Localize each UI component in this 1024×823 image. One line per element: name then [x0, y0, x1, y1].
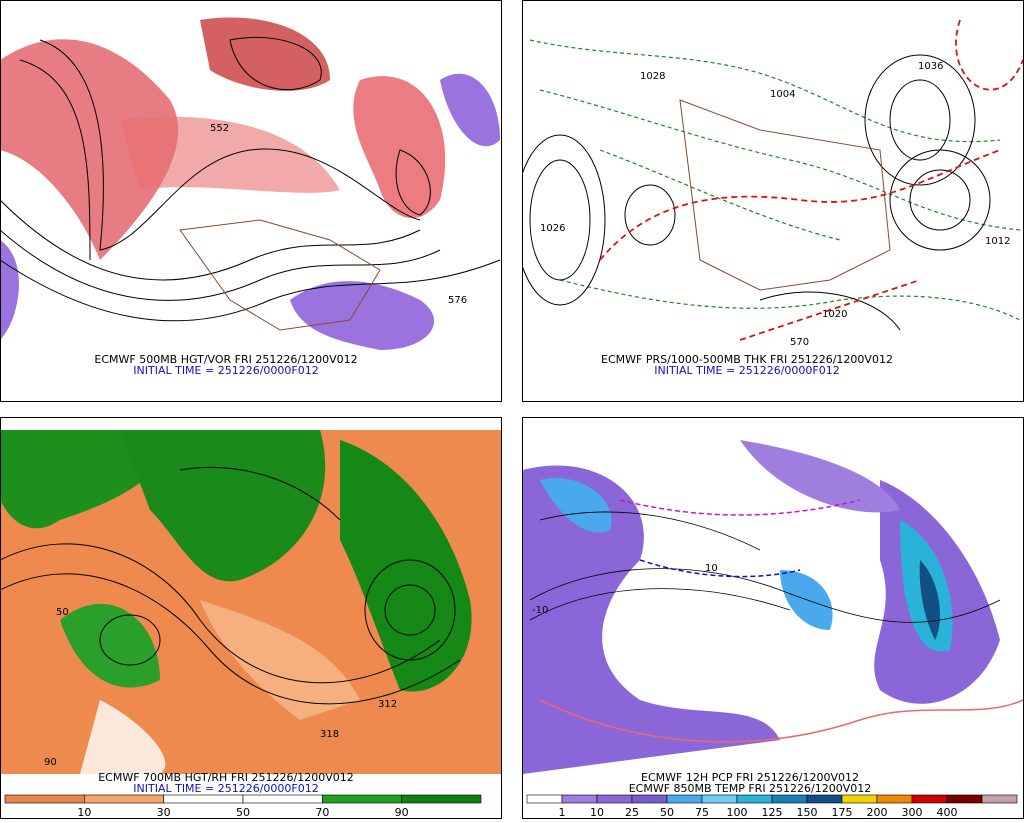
- panel-caption: ECMWF 850MB TEMP FRI 251226/1200V012: [629, 782, 872, 795]
- panel-caption: ECMWF 12H PCP FRI 251226/1200V012: [641, 771, 859, 784]
- contour-label: -10: [532, 605, 548, 616]
- colorbar-segment: [561, 794, 598, 804]
- colorbar-label: 300: [902, 806, 923, 819]
- colorbar-label: 1: [559, 806, 566, 819]
- contour-label: 318: [320, 729, 339, 740]
- map-700mb: 318 312 50 90: [1, 430, 501, 774]
- initial-time: INITIAL TIME = 251226/0000F012: [133, 364, 318, 377]
- colorbar-segment: [981, 794, 1018, 804]
- colorbar-segment: [4, 794, 85, 804]
- colorbar-segment: [242, 794, 323, 804]
- colorbar-label: 125: [762, 806, 783, 819]
- map-precip-850mb: 10 -10: [523, 430, 1023, 774]
- colorbar-label: 200: [867, 806, 888, 819]
- colorbar-segment: [666, 794, 703, 804]
- contour-label: 576: [448, 295, 467, 306]
- colorbar-segment: [736, 794, 773, 804]
- colorbar-segment: [163, 794, 244, 804]
- colorbar-segment: [631, 794, 668, 804]
- map-500mb: 552 576: [1, 12, 501, 356]
- colorbar-label: 400: [937, 806, 958, 819]
- colorbar-label: 30: [157, 806, 171, 819]
- colorbar-label: 10: [77, 806, 91, 819]
- colorbar-segment: [84, 794, 164, 804]
- contour-label: 570: [790, 337, 809, 348]
- initial-time: INITIAL TIME = 251226/0000F012: [133, 782, 318, 795]
- initial-time: INITIAL TIME = 251226/0000F012: [654, 364, 839, 377]
- colorbar-segment: [322, 794, 402, 804]
- colorbar-precip: 1 10 25 50 75 100 125 150 175 200 300 400: [526, 794, 1018, 819]
- contour-label: 1004: [770, 89, 795, 100]
- contour-label: 1028: [640, 71, 665, 82]
- panel-frame: [0, 0, 502, 402]
- colorbar-segment: [401, 794, 482, 804]
- colorbar-segment: [596, 794, 633, 804]
- colorbar-segment: [946, 794, 983, 804]
- colorbar-segment: [911, 794, 948, 804]
- colorbar-label: 90: [395, 806, 409, 819]
- colorbar-label: 50: [236, 806, 250, 819]
- colorbar-label: 25: [625, 806, 639, 819]
- colorbar-rh: 10 30 50 70 90: [4, 794, 482, 819]
- colorbar-label: 175: [832, 806, 853, 819]
- colorbar-segment: [701, 794, 738, 804]
- contour-label: 1020: [822, 309, 847, 320]
- contour-label: 552: [210, 123, 229, 134]
- contour-label: 10: [705, 563, 718, 574]
- colorbar-segment: [806, 794, 843, 804]
- colorbar-label: 100: [727, 806, 748, 819]
- panel-caption: ECMWF PRS/1000-500MB THK FRI 251226/1200…: [601, 353, 893, 366]
- colorbar-segment: [841, 794, 878, 804]
- panel-caption: ECMWF 500MB HGT/VOR FRI 251226/1200V012: [94, 353, 357, 366]
- colorbar-segment: [771, 794, 808, 804]
- colorbar-segment: [526, 794, 563, 804]
- contour-label: 90: [44, 757, 57, 768]
- panel-caption: ECMWF 700MB HGT/RH FRI 251226/1200V012: [98, 771, 354, 784]
- colorbar-label: 150: [797, 806, 818, 819]
- colorbar-label: 50: [660, 806, 674, 819]
- colorbar-label: 70: [315, 806, 329, 819]
- colorbar-label: 75: [695, 806, 709, 819]
- contour-label: 312: [378, 699, 397, 710]
- contour-label: 50: [56, 607, 69, 618]
- map-sfc-pressure: 1026 1004 1020 1036 1012 570 1028: [523, 12, 1023, 356]
- colorbar-label: 10: [590, 806, 604, 819]
- colorbar-segment: [876, 794, 913, 804]
- contour-label: 1036: [918, 61, 943, 72]
- contour-label: 1012: [985, 236, 1010, 247]
- contour-label: 1026: [540, 223, 565, 234]
